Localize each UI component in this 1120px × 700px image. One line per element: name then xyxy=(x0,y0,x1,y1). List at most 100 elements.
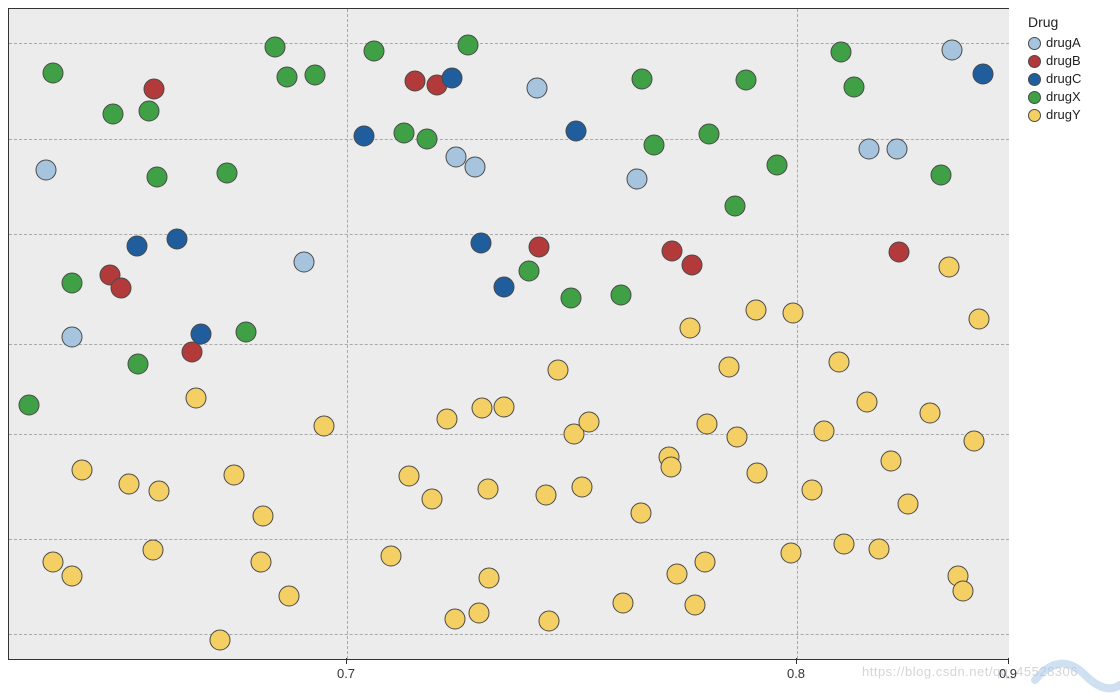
scatter-chart: Drug drugAdrugBdrugCdrugXdrugY https://b… xyxy=(0,0,1120,700)
data-point xyxy=(844,77,865,98)
gridline-horizontal xyxy=(9,634,1009,635)
data-point xyxy=(405,71,426,92)
data-point xyxy=(494,397,515,418)
data-point xyxy=(736,70,757,91)
legend-title: Drug xyxy=(1028,14,1081,30)
x-tick-mark xyxy=(796,658,797,664)
data-point xyxy=(719,357,740,378)
data-point xyxy=(814,421,835,442)
data-point xyxy=(128,354,149,375)
data-point xyxy=(139,101,160,122)
data-point xyxy=(478,479,499,500)
data-point xyxy=(277,67,298,88)
data-point xyxy=(529,237,550,258)
data-point xyxy=(305,65,326,86)
x-tick-mark xyxy=(1008,658,1009,664)
data-point xyxy=(953,581,974,602)
data-point xyxy=(831,42,852,63)
legend-item: drugY xyxy=(1028,106,1081,124)
data-point xyxy=(62,273,83,294)
data-point xyxy=(859,139,880,160)
data-point xyxy=(144,79,165,100)
data-point xyxy=(469,603,490,624)
data-point xyxy=(253,506,274,527)
data-point xyxy=(781,543,802,564)
data-point xyxy=(62,566,83,587)
data-point xyxy=(111,278,132,299)
data-point xyxy=(442,68,463,89)
data-point xyxy=(869,539,890,560)
gridline-horizontal xyxy=(9,434,1009,435)
gridline-vertical xyxy=(347,9,348,659)
data-point xyxy=(889,242,910,263)
x-tick-label: 0.9 xyxy=(999,666,1017,681)
data-point xyxy=(236,322,257,343)
data-point xyxy=(561,288,582,309)
data-point xyxy=(939,257,960,278)
data-point xyxy=(829,352,850,373)
data-point xyxy=(437,409,458,430)
data-point xyxy=(783,303,804,324)
data-point xyxy=(964,431,985,452)
legend-swatch xyxy=(1028,91,1041,104)
data-point xyxy=(103,104,124,125)
data-point xyxy=(632,69,653,90)
x-tick-label: 0.7 xyxy=(337,666,355,681)
data-point xyxy=(217,163,238,184)
data-point xyxy=(43,63,64,84)
legend-swatch xyxy=(1028,109,1041,122)
data-point xyxy=(767,155,788,176)
data-point xyxy=(942,40,963,61)
data-point xyxy=(191,324,212,345)
data-point xyxy=(834,534,855,555)
data-point xyxy=(548,360,569,381)
data-point xyxy=(667,564,688,585)
data-point xyxy=(494,277,515,298)
data-point xyxy=(364,41,385,62)
data-point xyxy=(680,318,701,339)
data-point xyxy=(251,552,272,573)
legend-swatch xyxy=(1028,73,1041,86)
data-point xyxy=(613,593,634,614)
legend-swatch xyxy=(1028,37,1041,50)
gridline-horizontal xyxy=(9,234,1009,235)
data-point xyxy=(695,552,716,573)
data-point xyxy=(697,414,718,435)
data-point xyxy=(445,609,466,630)
legend-label: drugY xyxy=(1046,106,1081,124)
gridline-horizontal xyxy=(9,344,1009,345)
data-point xyxy=(931,165,952,186)
data-point xyxy=(354,126,375,147)
data-point xyxy=(685,595,706,616)
data-point xyxy=(536,485,557,506)
data-point xyxy=(36,160,57,181)
data-point xyxy=(62,327,83,348)
data-point xyxy=(417,129,438,150)
data-point xyxy=(186,388,207,409)
data-point xyxy=(747,463,768,484)
legend-label: drugX xyxy=(1046,88,1081,106)
data-point xyxy=(662,241,683,262)
data-point xyxy=(149,481,170,502)
data-point xyxy=(644,135,665,156)
data-point xyxy=(381,546,402,567)
data-point xyxy=(725,196,746,217)
data-point xyxy=(973,64,994,85)
watermark-text: https://blog.csdn.net/qq_45528306 xyxy=(862,664,1078,679)
legend-swatch xyxy=(1028,55,1041,68)
data-point xyxy=(422,489,443,510)
data-point xyxy=(857,392,878,413)
data-point xyxy=(661,457,682,478)
data-point xyxy=(471,233,492,254)
data-point xyxy=(394,123,415,144)
legend-item: drugX xyxy=(1028,88,1081,106)
legend-item: drugA xyxy=(1028,34,1081,52)
data-point xyxy=(119,474,140,495)
data-point xyxy=(314,416,335,437)
data-point xyxy=(43,552,64,573)
data-point xyxy=(479,568,500,589)
data-point xyxy=(224,465,245,486)
data-point xyxy=(802,480,823,501)
gridline-horizontal xyxy=(9,43,1009,44)
data-point xyxy=(881,451,902,472)
